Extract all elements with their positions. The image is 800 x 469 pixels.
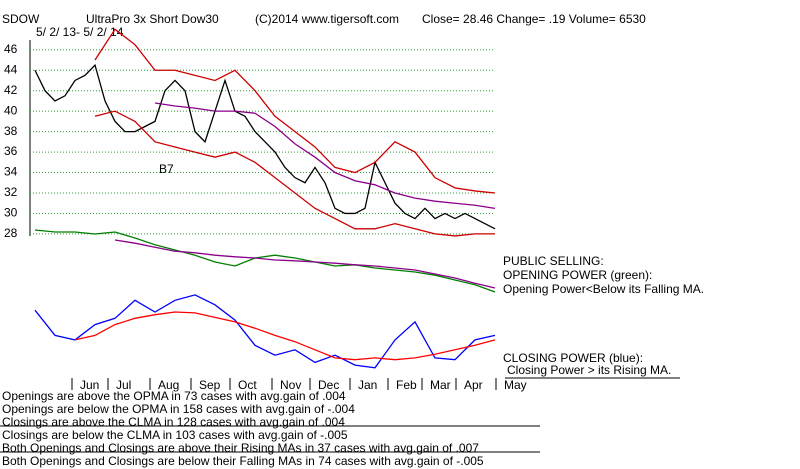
y-tick-label: 44 [4, 62, 18, 76]
y-tick-label: 40 [4, 103, 18, 117]
x-tick-label: Jul [116, 378, 131, 392]
x-tick-label: Oct [238, 378, 257, 392]
x-tick-label: Sep [199, 378, 221, 392]
panel-title: PUBLIC SELLING: [503, 254, 604, 268]
x-tick-label: Aug [158, 378, 179, 392]
x-tick-label: Mar [430, 378, 451, 392]
y-tick-label: 46 [4, 42, 18, 56]
x-tick-label: Feb [396, 378, 417, 392]
y-tick-label: 42 [4, 83, 18, 97]
x-tick-label: Apr [464, 378, 483, 392]
y-tick-label: 34 [4, 165, 18, 179]
panel-note: Closing Power > its Rising MA. [507, 363, 671, 377]
x-tick-label: Dec [318, 378, 339, 392]
stats-line: Closings are above the CLMA in 128 cases… [2, 415, 345, 429]
y-tick-label: 30 [4, 206, 18, 220]
series-line [94, 110, 495, 237]
series-line [34, 229, 496, 293]
stats-line: Closings are below the CLMA in 103 cases… [2, 428, 348, 442]
fund-name: UltraPro 3x Short Dow30 [86, 12, 219, 26]
quote: Close= 28.46 Change= .19 Volume= 6530 [422, 12, 646, 26]
series-line [94, 28, 496, 194]
panel-title: CLOSING POWER (blue): [503, 351, 643, 365]
series-line [114, 239, 496, 289]
x-tick-label: Nov [280, 378, 301, 392]
panel-note: Opening Power<Below its Falling MA. [503, 282, 704, 296]
date-range: 5/ 2/ 13- 5/ 2/ 14 [36, 25, 124, 39]
signal-label: B7 [159, 162, 174, 176]
x-tick-label: May [504, 378, 527, 392]
x-tick-label: Jan [358, 378, 377, 392]
stats-line: Both Openings and Closings are above the… [2, 441, 479, 455]
series-line [154, 102, 496, 209]
copyright: (C)2014 www.tigersoft.com [255, 12, 399, 26]
y-tick-label: 36 [4, 144, 18, 158]
stats-line: Both Openings and Closings are below the… [2, 454, 484, 468]
series-line [34, 63, 496, 230]
x-tick-label: Jun [80, 378, 99, 392]
y-tick-label: 38 [4, 124, 18, 138]
y-tick-label: 28 [4, 226, 18, 240]
stats-line: Openings are below the OPMA in 158 cases… [2, 402, 355, 416]
series-line [74, 311, 496, 361]
panel-subtitle: OPENING POWER (green): [503, 268, 652, 282]
y-tick-label: 32 [4, 185, 18, 199]
series-line [34, 294, 496, 369]
symbol: SDOW [2, 12, 40, 26]
stats-line: Openings are above the OPMA in 73 cases … [2, 389, 346, 403]
